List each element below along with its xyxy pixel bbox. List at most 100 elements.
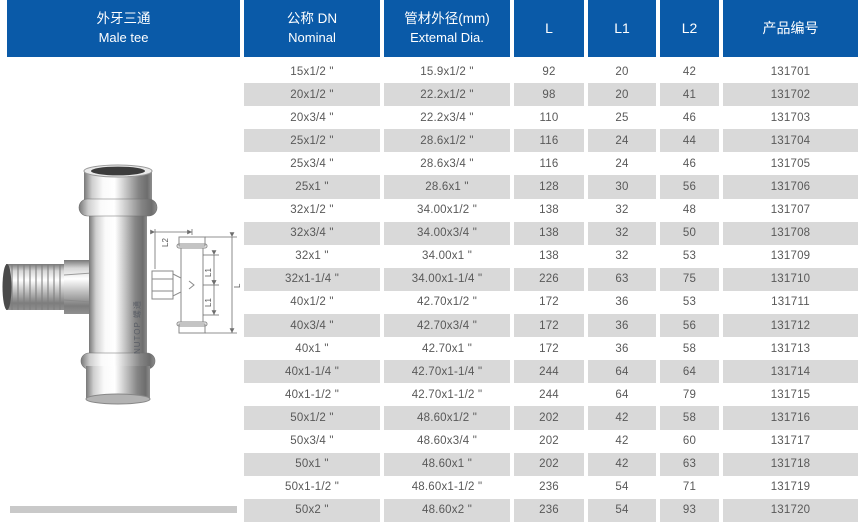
table-cell-product_code: 131709	[770, 250, 811, 263]
table-cell-L1: 25	[615, 111, 629, 124]
table-cell-L2: 46	[682, 111, 697, 124]
table-cell-nominal_dn: 25x1 "	[244, 175, 380, 199]
table-cell-L1: 54	[615, 481, 629, 494]
header-col-external-dia-en: Extemal Dia.	[410, 29, 484, 45]
table-cell-nominal_dn: 40x1 "	[295, 342, 329, 355]
header-col-nominal-zh: 公称 DN	[286, 10, 338, 26]
table-cell-L1: 24	[615, 157, 629, 170]
table-cell-L2: 71	[682, 481, 697, 494]
header-col-L: L	[514, 0, 584, 57]
table-cell-product_code: 131718	[723, 452, 858, 476]
table-cell-external_dia_mm: 48.60x1 "	[384, 452, 510, 476]
table-cell-L1: 42	[588, 406, 656, 430]
table-row: 50x1-1/2 " 48.60x1-1/2 " 236 54 71 131719	[244, 476, 858, 499]
table-cell-L: 202	[514, 406, 584, 430]
table-cell-external_dia_mm: 15.9x1/2 "	[420, 65, 474, 78]
table-row: 40x3/4 " 42.70x3/4 " 172 36 56 131712	[244, 314, 858, 338]
fitting-outline	[151, 236, 208, 334]
table-cell-L1: 30	[588, 175, 656, 199]
table-cell-product_code: 131715	[770, 388, 811, 401]
table-cell-external_dia_mm: 48.60x1/2 "	[384, 406, 510, 430]
table-cell-nominal_dn: 50x1-1/2 "	[284, 481, 340, 494]
table-cell-nominal_dn: 32x1 "	[295, 250, 329, 263]
table-row: 40x1/2 " 42.70x1/2 " 172 36 53 131711	[244, 291, 858, 314]
table-row: 40x1-1/4 " 42.70x1-1/4 " 244 64 64 131714	[244, 360, 858, 384]
table-cell-L2: 41	[660, 83, 719, 107]
table-body: 15x1/2 " 15.9x1/2 " 92 20 42 131701 20x1/2 " 22…	[244, 60, 858, 522]
table-cell-L1: 36	[615, 342, 629, 355]
table-cell-L: 226	[514, 267, 584, 291]
table-cell-product_code: 131707	[770, 204, 811, 217]
dim-label-L1-upper: L1	[204, 268, 213, 277]
table-cell-nominal_dn: 25x3/4 "	[290, 157, 334, 170]
dimension-lines	[150, 229, 237, 334]
table-cell-external_dia_mm: 28.6x3/4 "	[420, 157, 474, 170]
table-cell-L2: 75	[660, 267, 719, 291]
table-cell-L2: 56	[660, 314, 719, 338]
table-cell-L2: 48	[682, 204, 697, 217]
table-cell-L2: 53	[682, 250, 697, 263]
table-row: 40x1-1/2 " 42.70x1-1/2 " 244 64 79 131715	[244, 383, 858, 406]
table-cell-product_code: 131716	[723, 406, 858, 430]
table-row: 50x1/2 " 48.60x1/2 " 202 42 58 131716	[244, 406, 858, 430]
table-cell-product_code: 131720	[723, 498, 858, 522]
table-cell-external_dia_mm: 22.2x3/4 "	[420, 111, 474, 124]
table-cell-product_code: 131712	[723, 314, 858, 338]
product-title-zh: 外牙三通	[96, 10, 151, 26]
table-cell-external_dia_mm: 42.70x1/2 "	[417, 296, 477, 309]
header-col-external-dia: 管材外径(mm) Extemal Dia.	[384, 0, 510, 57]
table-cell-L1: 63	[588, 267, 656, 291]
table-row: 32x3/4 " 34.00x3/4 " 138 32 50 131708	[244, 221, 858, 245]
product-panel: NUTOP 螺通	[0, 57, 242, 522]
table-cell-L: 172	[539, 296, 559, 309]
bottom-divider-bar	[10, 506, 237, 513]
table-cell-nominal_dn: 40x1-1/4 "	[244, 360, 380, 384]
header-product-title: 外牙三通 Male tee	[7, 0, 240, 57]
dim-label-L1-lower: L1	[204, 298, 213, 307]
table-cell-product_code: 131714	[723, 360, 858, 384]
table-row: 40x1 " 42.70x1 " 172 36 58 131713	[244, 337, 858, 360]
product-title-en: Male tee	[98, 29, 149, 45]
table-cell-L: 202	[539, 435, 559, 448]
table-row: 50x1 " 48.60x1 " 202 42 63 131718	[244, 452, 858, 476]
table-header: 外牙三通 Male tee 公称 DN Nominal 管材外径(mm) Ext…	[0, 0, 858, 57]
table-cell-nominal_dn: 40x3/4 "	[244, 314, 380, 338]
table-cell-L: 244	[514, 360, 584, 384]
brand-marking: NUTOP 螺通	[132, 300, 142, 354]
table-cell-product_code: 131710	[723, 267, 858, 291]
table-cell-L1: 20	[588, 83, 656, 107]
table-cell-nominal_dn: 50x3/4 "	[290, 435, 334, 448]
product-photo: NUTOP 螺通	[2, 164, 158, 405]
table-cell-nominal_dn: 40x1/2 "	[290, 296, 334, 309]
table-cell-product_code: 131719	[770, 481, 811, 494]
table-cell-L1: 24	[588, 129, 656, 153]
table-cell-L2: 64	[660, 360, 719, 384]
table-cell-L1: 64	[615, 388, 629, 401]
table-cell-L: 236	[514, 498, 584, 522]
table-cell-L: 116	[514, 129, 584, 153]
table-row: 32x1/2 " 34.00x1/2 " 138 32 48 131707	[244, 199, 858, 222]
table-cell-product_code: 131717	[770, 435, 811, 448]
table-cell-external_dia_mm: 22.2x1/2 "	[384, 83, 510, 107]
table-cell-product_code: 131713	[770, 342, 811, 355]
table-cell-nominal_dn: 50x1/2 "	[244, 406, 380, 430]
table-cell-L: 138	[539, 204, 559, 217]
table-cell-product_code: 131701	[770, 65, 811, 78]
table-cell-L2: 50	[660, 221, 719, 245]
table-cell-external_dia_mm: 48.60x3/4 "	[417, 435, 477, 448]
table-cell-external_dia_mm: 34.00x1-1/4 "	[384, 267, 510, 291]
table-cell-L2: 58	[660, 406, 719, 430]
table-cell-L1: 54	[588, 498, 656, 522]
header-col-L1: L1	[588, 0, 656, 57]
table-cell-product_code: 131703	[770, 111, 811, 124]
header-col-nominal: 公称 DN Nominal	[244, 0, 380, 57]
table-cell-L: 98	[514, 83, 584, 107]
table-cell-external_dia_mm: 48.60x2 "	[384, 498, 510, 522]
table-cell-nominal_dn: 40x1-1/2 "	[284, 388, 340, 401]
table-cell-external_dia_mm: 28.6x1/2 "	[384, 129, 510, 153]
table-cell-L2: 44	[660, 129, 719, 153]
dim-label-L2: L2	[161, 238, 170, 247]
table-cell-external_dia_mm: 28.6x1 "	[384, 175, 510, 199]
table-cell-L1: 64	[588, 360, 656, 384]
